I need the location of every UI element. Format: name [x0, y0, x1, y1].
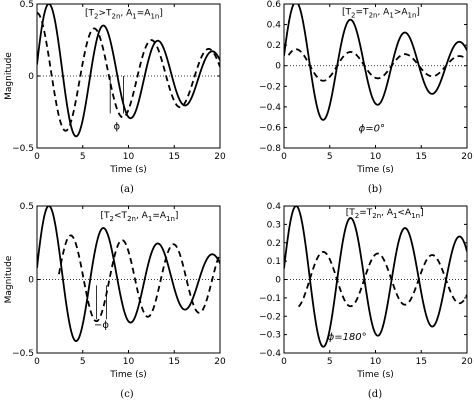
x-tick-label: 10 [123, 357, 135, 367]
y-tick-label: −0.5 [12, 349, 34, 359]
y-tick-label: 0.5 [20, 0, 34, 10]
x-tick-label: 5 [80, 152, 86, 162]
y-tick-label: 0.2 [267, 41, 281, 51]
y-tick-label: −0.1 [259, 294, 281, 304]
x-tick-label: 20 [461, 357, 473, 367]
x-tick-label: 15 [169, 357, 180, 367]
series-line-dashed [297, 251, 467, 308]
subplot-caption: (d) [368, 389, 382, 400]
y-tick-label: 0.3 [267, 220, 281, 230]
x-tick-label: 20 [461, 152, 473, 162]
series-line-solid [37, 206, 220, 342]
series-line-solid [284, 4, 467, 121]
series-line-solid [37, 4, 220, 138]
y-tick-label: −0.6 [259, 123, 281, 133]
y-tick-label: −0.8 [259, 144, 281, 154]
x-tick-label: 5 [80, 357, 86, 367]
phase-label: ϕ [114, 121, 121, 132]
y-tick-label: −0.4 [259, 103, 281, 113]
series-line-solid [284, 206, 467, 348]
y-tick-label: 0.4 [267, 202, 282, 212]
x-tick-label: 0 [281, 357, 287, 367]
x-axis-label: Time (s) [356, 165, 394, 175]
series-line-dashed [37, 12, 220, 132]
y-axis-label: Magnitude [4, 52, 14, 100]
y-tick-label: 0 [28, 72, 34, 82]
x-tick-label: 5 [327, 357, 333, 367]
x-tick-label: 15 [169, 152, 180, 162]
x-axis-label: Time (s) [109, 370, 147, 380]
y-tick-label: 0.2 [267, 239, 281, 249]
x-tick-label: 0 [281, 152, 287, 162]
phase-value-label: ϕ=0° [359, 124, 385, 135]
y-tick-label: 0.1 [267, 257, 281, 267]
y-tick-label: 0 [28, 276, 34, 286]
x-tick-label: 20 [214, 152, 226, 162]
subplot-2: 0 5 10 15 20 −0.8 −0.6 −0.4 −0.2 0 0.2 0.4 0.6 Time (… [259, 0, 473, 195]
condition-annotation: [T2=T2n, A1>A1n] [342, 7, 420, 19]
subplot-caption: (a) [120, 184, 134, 195]
y-tick-label: −0.3 [259, 331, 281, 341]
x-tick-label: 10 [370, 152, 382, 162]
y-tick-label: 0.4 [267, 21, 282, 31]
x-tick-label: 10 [370, 357, 382, 367]
y-tick-label: −0.2 [259, 82, 281, 92]
y-axis-label: Magnitude [4, 255, 14, 303]
x-tick-label: 20 [214, 357, 226, 367]
subplot-4: 0 5 10 15 20 −0.4 −0.3 −0.2 −0.1 0 0.1 0.2 0.3 0.4 Tim… [259, 202, 473, 400]
x-tick-label: 10 [123, 152, 135, 162]
x-axis-label: Time (s) [356, 370, 394, 380]
phase-label: −ϕ [94, 320, 109, 331]
x-tick-label: 5 [327, 152, 333, 162]
y-tick-label: −0.2 [259, 312, 281, 322]
subplot-caption: (b) [368, 184, 382, 195]
y-tick-label: −0.5 [12, 144, 34, 154]
subplot-caption: (c) [120, 389, 134, 400]
phase-value-label: ϕ=180° [328, 332, 367, 343]
x-tick-label: 15 [416, 152, 427, 162]
y-tick-label: 0.6 [267, 0, 282, 10]
series-line-dashed [287, 48, 467, 82]
y-tick-label: 0 [275, 62, 281, 72]
condition-annotation: [T2<T2n, A1=A1n] [101, 211, 179, 223]
condition-annotation: [T2=T2n, A1<A1n] [346, 208, 424, 220]
series-line-dashed [58, 234, 220, 323]
x-axis-label: Time (s) [109, 165, 147, 175]
x-tick-label: 0 [34, 357, 40, 367]
x-tick-label: 0 [34, 152, 40, 162]
y-tick-label: −0.4 [259, 349, 281, 359]
y-tick-label: 0.5 [20, 202, 34, 212]
x-tick-label: 15 [416, 357, 427, 367]
condition-annotation: [T2>T2n, A1=A1n] [85, 9, 163, 21]
y-tick-label: 0 [275, 276, 281, 286]
